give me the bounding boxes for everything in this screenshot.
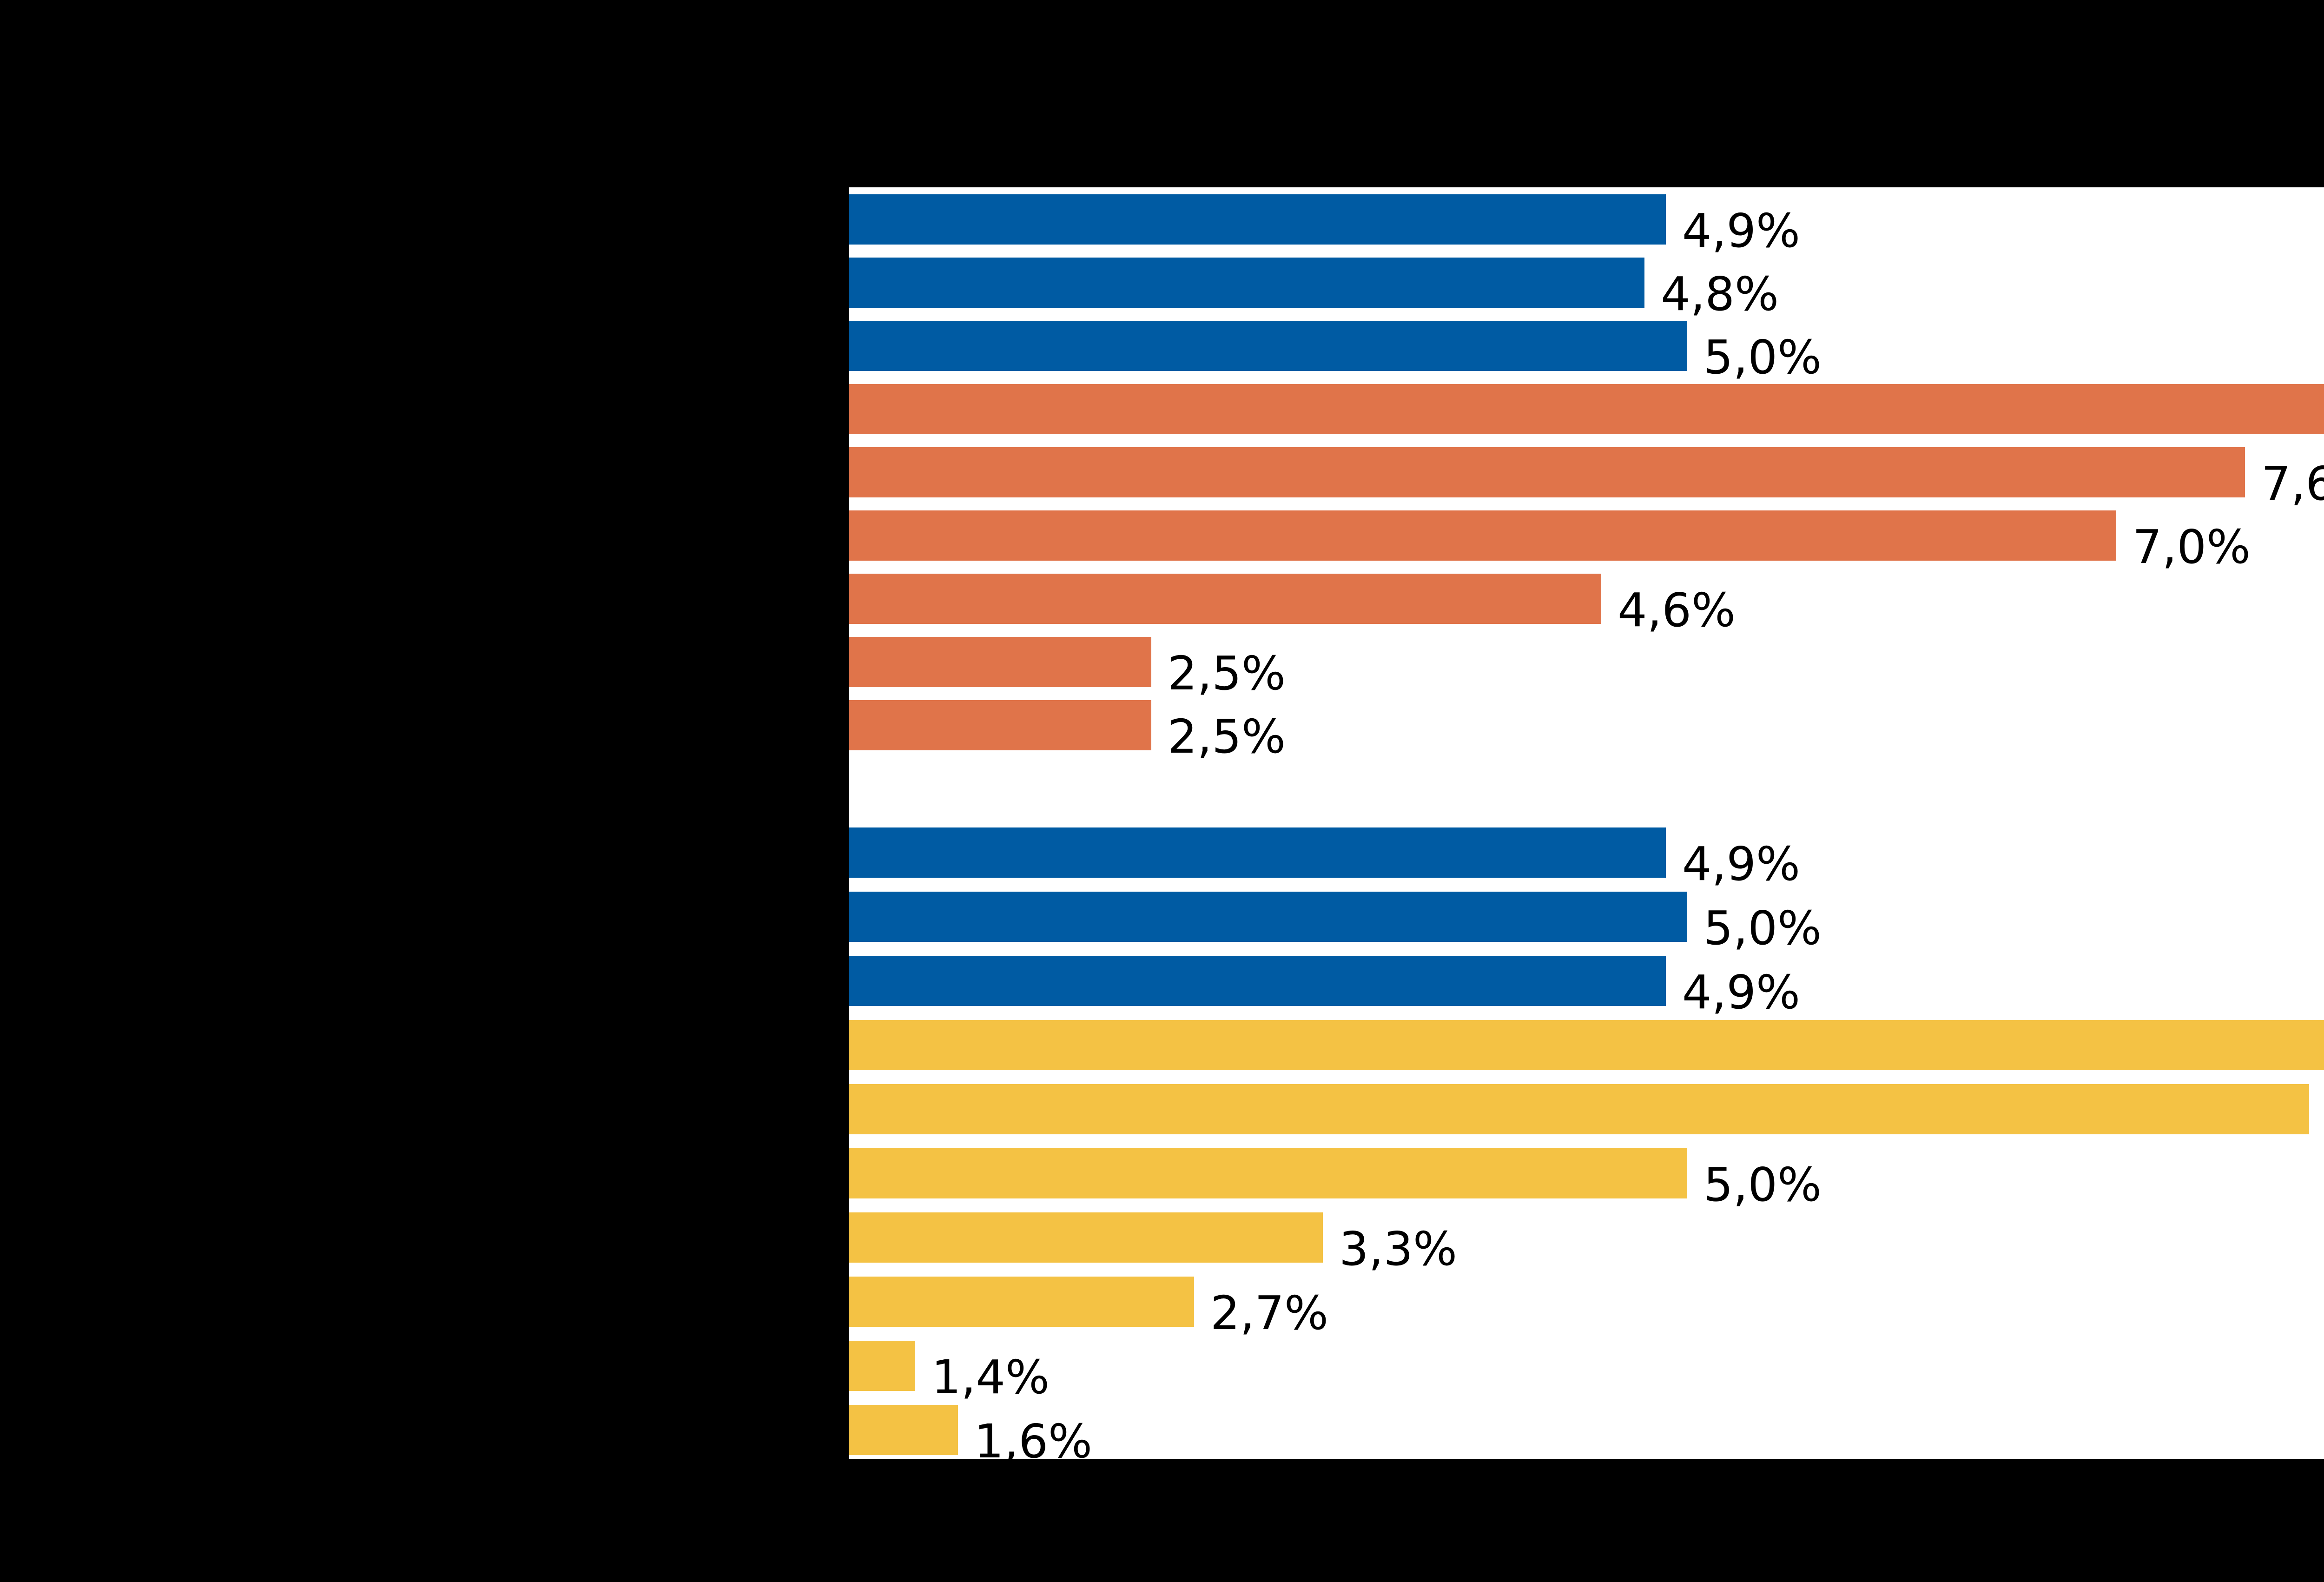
bar-value-label: 7,6%: [2261, 457, 2324, 511]
blue-bar: [849, 892, 1687, 942]
bar-value-label: 1,6%: [974, 1414, 1093, 1469]
bar-value-label: 4,8%: [1661, 267, 1779, 321]
bar-value-label: 4,6%: [1618, 583, 1736, 637]
bar-value-label: 4,9%: [1682, 837, 1801, 891]
yellow-bar: [849, 1405, 958, 1455]
bar-value-label: 2,5%: [1168, 646, 1286, 701]
bar-row: 4,8%: [849, 258, 2324, 318]
orange-bar: [849, 384, 2324, 434]
bar-value-label: 7,0%: [2133, 520, 2251, 574]
yellow-bar: [849, 1212, 1323, 1263]
bar-value-label: 1,4%: [931, 1350, 1050, 1404]
bar-row: 7,9%: [849, 1084, 2324, 1134]
blue-bar: [849, 827, 1666, 878]
yellow-bar: [849, 1341, 915, 1391]
orange-bar: [849, 637, 1151, 687]
yellow-bar: [849, 1277, 1194, 1327]
bar-value-label: 5,0%: [1703, 901, 1822, 955]
orange-bar: [849, 700, 1151, 750]
bar-row: 2,7%: [849, 1277, 2324, 1337]
bar-value-label: 3,3%: [1339, 1222, 1458, 1276]
bar-row: 9,2%: [849, 1020, 2324, 1070]
bar-row: 5,0%: [849, 321, 2324, 381]
yellow-bar: [849, 1020, 2324, 1070]
bar-value-label: 4,9%: [1682, 204, 1801, 258]
bar-row: 1,4%: [849, 1341, 2324, 1401]
blue-bar: [849, 321, 1687, 371]
orange-bar: [849, 574, 1601, 624]
blue-bar: [849, 258, 1644, 308]
yellow-bar: [849, 1084, 2309, 1134]
bar-row: 5,0%: [849, 1148, 2324, 1208]
blue-bar: [849, 194, 1666, 245]
bar-row: 2,5%: [849, 637, 2324, 697]
bar-row: 5,0%: [849, 892, 2324, 952]
bar-row: 7,6%: [849, 447, 2324, 507]
bar-value-label: 5,0%: [1703, 1158, 1822, 1212]
bar-value-label: 5,0%: [1703, 330, 1822, 384]
bar-row: 1,6%: [849, 1405, 2324, 1465]
bar-row: 4,6%: [849, 574, 2324, 634]
blue-bar: [849, 956, 1666, 1006]
yellow-bar: [849, 1148, 1687, 1198]
bar-row: 4,9%: [849, 194, 2324, 254]
bar-row: 8,3%: [849, 384, 2324, 434]
bar-value-label: 2,7%: [1210, 1286, 1329, 1340]
bar-row: 4,9%: [849, 827, 2324, 887]
bar-row: 3,3%: [849, 1212, 2324, 1272]
orange-bar: [849, 510, 2116, 561]
orange-bar: [849, 447, 2245, 497]
bar-row: 7,0%: [849, 510, 2324, 570]
bar-value-label: 4,9%: [1682, 965, 1801, 1019]
bar-row: 2,5%: [849, 700, 2324, 760]
plot-area: 4,9%4,8%5,0%8,3%7,6%7,0%4,6%2,5%2,5%4,9%…: [849, 187, 2324, 1465]
bar-value-label: 2,5%: [1168, 709, 1286, 764]
bar-row: 4,9%: [849, 956, 2324, 1016]
